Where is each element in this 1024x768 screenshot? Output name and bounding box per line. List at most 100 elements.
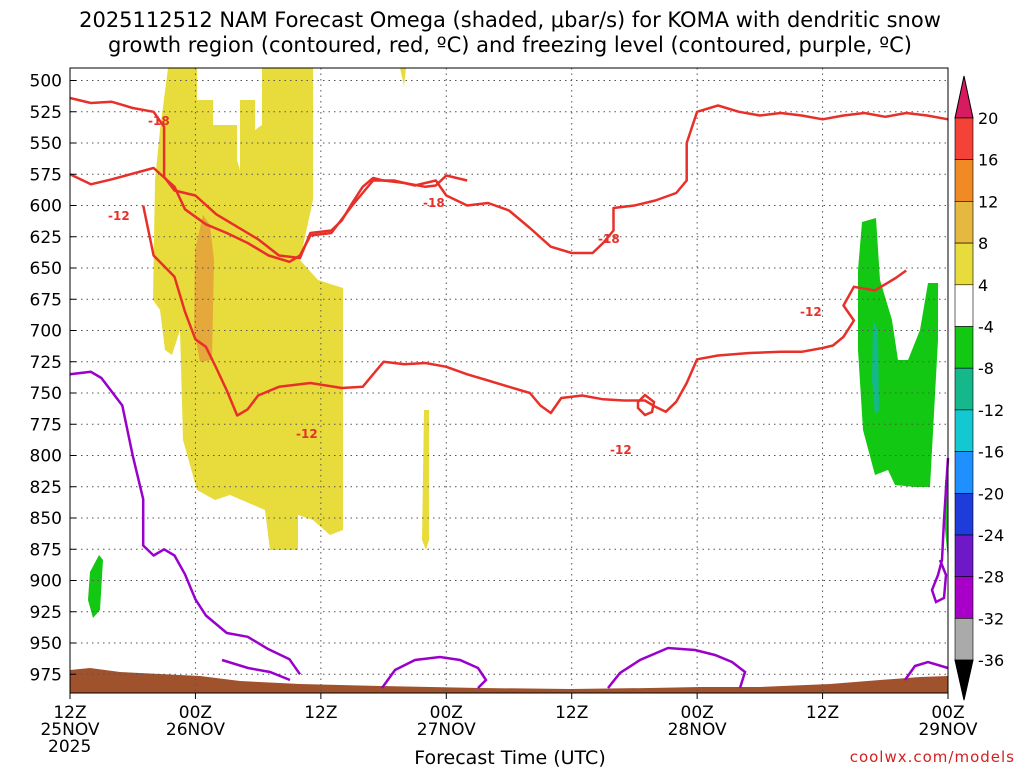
y-tick-label: 875 (30, 540, 62, 560)
colorbar-tick-label: -16 (978, 443, 1004, 462)
colorbar-swatch (954, 451, 974, 494)
colorbar-tick-label: -28 (978, 568, 1004, 587)
x-tick-label: 00Z (430, 703, 463, 723)
colorbar-swatch (954, 409, 974, 452)
chart-title-line1: 2025112512 NAM Forecast Omega (shaded, μ… (79, 8, 941, 32)
omega-negative-region-left (88, 555, 103, 618)
omega-positive-region-left (153, 68, 343, 550)
omega-shading (88, 68, 948, 618)
y-tick-label: 600 (30, 197, 62, 217)
colorbar-swatch (954, 367, 974, 411)
contour-label: -12 (296, 427, 318, 441)
freezing-level-loops (221, 457, 950, 689)
freezing-loop-2 (607, 646, 747, 689)
colorbar-swatch (954, 576, 974, 619)
colorbar-tick-label: -8 (978, 359, 994, 378)
grid-lines (70, 68, 948, 693)
colorbar-tick-label: -12 (978, 401, 1004, 420)
y-tick-label: 725 (30, 353, 62, 373)
x-tick-label: 25NOV (40, 720, 99, 740)
colorbar-swatch (954, 326, 974, 369)
contour-line (69, 370, 302, 676)
y-tick-label: 850 (30, 509, 62, 529)
terrain (70, 668, 948, 693)
contour-label: -18 (423, 196, 445, 210)
contour-label: -18 (598, 232, 620, 246)
y-tick-label: 650 (30, 259, 62, 279)
x-axis-label: Forecast Time (UTC) (414, 747, 605, 768)
colorbar-tick-label: -24 (978, 526, 1004, 545)
omega-negative-cyan-core (872, 320, 879, 415)
freezing-loop-1 (380, 655, 488, 689)
x-tick-label: 00Z (681, 703, 714, 723)
colorbar-tick-label: 20 (978, 109, 998, 128)
y-tick-label: 550 (30, 134, 62, 154)
colorbar-tick-label: 4 (978, 276, 988, 295)
colorbar: 20 16 12 8 4 -4 -8 -12 -16 -20 -24 -28 -32 -36 (954, 75, 1004, 701)
contour-label: -12 (610, 443, 632, 457)
colorbar-tick-label: 12 (978, 192, 998, 211)
freezing-loop-left-end (221, 658, 291, 682)
colorbar-top-arrow (954, 75, 974, 119)
omega-positive-region-mid (422, 410, 429, 550)
colorbar-swatch (954, 201, 974, 244)
colorbar-tick-label: -4 (978, 318, 994, 337)
y-tick-label: 700 (30, 322, 62, 342)
contour-line (69, 104, 949, 264)
colorbar-tick-label: -20 (978, 484, 1004, 503)
x-tick-label: 12Z (304, 703, 337, 723)
contour-line (69, 96, 468, 260)
colorbar-swatch (954, 242, 974, 286)
y-tick-label: 950 (30, 634, 62, 654)
plot-area: -18 -12 -18 -18 -12 -12 -12 (69, 67, 950, 694)
omega-negative-region-right (858, 218, 938, 487)
contours (69, 96, 949, 676)
x-tick-label: 00Z (931, 703, 964, 723)
colorbar-swatch (954, 159, 974, 202)
plot-border (69, 67, 949, 694)
omega-orange-core (194, 215, 214, 362)
credit-text: coolwx.com/models (850, 748, 1015, 766)
contour-line (141, 205, 907, 417)
x-tick-label: 28NOV (668, 720, 727, 740)
omega-positive-region-top (400, 68, 406, 86)
x-tick-label: 12Z (53, 703, 86, 723)
y-tick-label: 500 (30, 72, 62, 92)
colorbar-swatch (954, 492, 974, 536)
y-tick-label: 750 (30, 384, 62, 404)
colorbar-swatch (954, 117, 974, 161)
colorbar-tick-label: -32 (978, 609, 1004, 628)
contour-labels: -18 -12 -18 -18 -12 -12 -12 (108, 114, 822, 457)
contour-label: -12 (800, 305, 822, 319)
x-tick-label: 00Z (179, 703, 212, 723)
y-axis: 500 525 550 575 600 625 650 675 700 725 750 775 800 8… (30, 72, 76, 685)
colorbar-swatch (954, 618, 974, 661)
x-tick-label: 12Z (806, 703, 839, 723)
x-tick-label: 2025 (48, 737, 91, 757)
y-tick-label: 775 (30, 415, 62, 435)
y-tick-label: 975 (30, 665, 62, 685)
y-tick-label: 900 (30, 572, 62, 592)
y-tick-label: 675 (30, 290, 62, 310)
y-tick-label: 575 (30, 165, 62, 185)
y-tick-label: 925 (30, 603, 62, 623)
colorbar-tick-label: -36 (978, 651, 1004, 670)
x-tick-label: 12Z (555, 703, 588, 723)
x-tick-label: 27NOV (417, 720, 476, 740)
chart-title-line2: growth region (contoured, red, ºC) and f… (108, 33, 912, 57)
colorbar-tick-label: 8 (978, 234, 988, 253)
dendritic-small-loop (636, 393, 656, 417)
y-tick-label: 825 (30, 478, 62, 498)
freezing-loop-4 (930, 457, 950, 604)
x-tick-label: 29NOV (918, 720, 977, 740)
y-tick-label: 800 (30, 447, 62, 467)
colorbar-swatch (954, 284, 974, 327)
y-tick-label: 525 (30, 103, 62, 123)
y-tick-label: 625 (30, 228, 62, 248)
freezing-loop-3 (903, 660, 949, 681)
colorbar-bottom-arrow (954, 659, 974, 701)
x-tick-label: 26NOV (166, 720, 225, 740)
colorbar-swatch (954, 534, 974, 578)
